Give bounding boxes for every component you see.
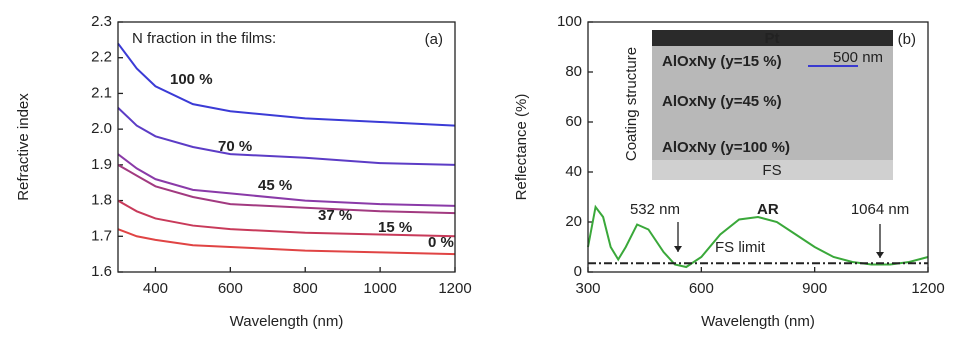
series-line <box>117 153 456 207</box>
inset-layer-label: AlOxNy (y=45 %) <box>662 93 782 110</box>
panel-label: (b) <box>898 31 916 48</box>
y-tick-label: 20 <box>565 213 582 230</box>
inset-top-label: Pt <box>765 30 780 47</box>
panel-label: (a) <box>425 31 443 48</box>
series-label: 100 % <box>170 71 213 88</box>
series-label: 37 % <box>318 207 352 224</box>
y-tick-label: 100 <box>557 13 582 30</box>
inset-title: Coating structure <box>623 47 640 161</box>
annotation: 532 nm <box>630 201 680 218</box>
y-axis-label: Refractive index <box>15 93 32 201</box>
x-tick-label: 900 <box>802 280 827 297</box>
inset-image <box>652 30 893 180</box>
y-tick-label: 2.2 <box>91 49 112 66</box>
series-label: 0 % <box>428 234 454 251</box>
x-tick-label: 800 <box>293 280 318 297</box>
inset-top <box>652 30 893 46</box>
series-label: 15 % <box>378 219 412 236</box>
series-line <box>117 42 456 127</box>
inset-scale: 500 nm <box>833 49 883 66</box>
series-label: 45 % <box>258 177 292 194</box>
series-label: FS limit <box>715 239 766 256</box>
y-tick-label: 2.1 <box>91 84 112 101</box>
y-tick-label: 80 <box>565 63 582 80</box>
series-line <box>117 199 456 238</box>
y-tick-label: 60 <box>565 113 582 130</box>
x-axis-label: Wavelength (nm) <box>701 313 815 330</box>
x-tick-label: 600 <box>218 280 243 297</box>
y-tick-label: 2.3 <box>91 13 112 30</box>
series-line <box>117 163 456 215</box>
x-tick-label: 1200 <box>438 280 471 297</box>
x-tick-label: 1200 <box>911 280 944 297</box>
y-tick-label: 1.6 <box>91 263 112 280</box>
plot-frame <box>587 21 929 273</box>
series-line <box>117 106 456 166</box>
y-axis-label: Reflectance (%) <box>513 94 530 201</box>
series-label: 70 % <box>218 138 252 155</box>
annotation: 1064 nm <box>851 201 909 218</box>
inset-layer-label: AlOxNy (y=100 %) <box>662 139 790 156</box>
inset-substrate <box>652 160 893 180</box>
plot-frame <box>117 21 456 273</box>
arrow-head <box>876 252 884 258</box>
y-tick-label: 1.7 <box>91 227 112 244</box>
x-tick-label: 600 <box>689 280 714 297</box>
y-tick-label: 1.8 <box>91 192 112 209</box>
inset-layer-label: AlOxNy (y=15 %) <box>662 53 782 70</box>
y-tick-label: 40 <box>565 163 582 180</box>
x-tick-label: 400 <box>143 280 168 297</box>
inset-bottom-label: FS <box>762 162 781 179</box>
x-tick-label: 1000 <box>363 280 396 297</box>
y-tick-label: 0 <box>574 263 582 280</box>
x-axis-label: Wavelength (nm) <box>230 313 344 330</box>
series-line <box>117 228 456 256</box>
subtitle: N fraction in the films: <box>132 30 276 47</box>
arrow-head <box>674 246 682 252</box>
y-tick-label: 1.9 <box>91 156 112 173</box>
y-tick-label: 2.0 <box>91 120 112 137</box>
x-tick-label: 300 <box>575 280 600 297</box>
series-label: AR <box>757 201 779 218</box>
